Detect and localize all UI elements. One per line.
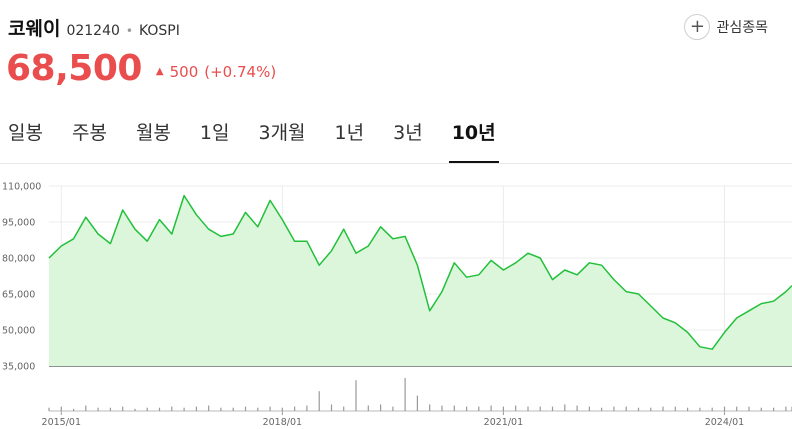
volume-bar — [183, 407, 185, 411]
volume-bar — [576, 405, 578, 411]
volume-bar — [674, 406, 676, 411]
volume-bar — [306, 405, 308, 411]
volume-bar — [527, 406, 529, 411]
volume-bar — [257, 407, 259, 411]
x-tick-label: 2024/01 — [705, 417, 744, 428]
add-watchlist-button[interactable]: + 관심종목 — [684, 14, 768, 40]
volume-bar — [48, 407, 50, 411]
volume-bar — [60, 406, 62, 411]
volume-bar — [637, 407, 640, 411]
volume-bar — [564, 404, 566, 411]
volume-bar — [650, 407, 652, 411]
tab-3year[interactable]: 3년 — [393, 122, 423, 144]
volume-bar — [85, 405, 87, 411]
volume-bar — [687, 407, 689, 411]
change-percent: (+0.74%) — [204, 62, 277, 81]
tab-daily[interactable]: 일봉 — [8, 122, 43, 144]
change-amount: 500 — [169, 62, 199, 81]
volume-bar — [515, 405, 517, 411]
y-tick-label: 80,000 — [2, 254, 35, 265]
volume-bar — [625, 406, 627, 411]
volume-bar — [662, 406, 664, 411]
separator-dot: • — [125, 24, 133, 38]
tab-10year[interactable]: 10년 — [448, 108, 499, 163]
volume-bar — [723, 406, 726, 411]
tabs-divider — [0, 163, 792, 164]
volume-bar — [330, 404, 333, 411]
price-chart: 110,000 95,000 80,000 65,000 50,000 35,000 201… — [2, 182, 792, 428]
volume-bar — [208, 405, 210, 411]
volume-bar — [367, 405, 369, 411]
volume-bar — [171, 406, 173, 411]
x-tick-label: 2015/01 — [42, 417, 81, 428]
volume-bar — [380, 404, 382, 411]
volume-bar — [195, 406, 197, 411]
volume-bar — [294, 406, 296, 411]
volume-bar — [97, 407, 99, 411]
volume-bar — [429, 404, 431, 411]
volume-bar — [134, 408, 136, 411]
current-price: 68,500 — [6, 48, 142, 89]
volume-bar — [588, 406, 590, 411]
volume-bar — [441, 405, 443, 411]
volume-bar — [478, 406, 480, 411]
y-tick-label: 65,000 — [2, 290, 35, 301]
volume-bar — [404, 378, 406, 411]
volume-bar — [318, 391, 320, 411]
volume-bar — [73, 408, 75, 411]
volume-bar — [490, 405, 492, 411]
volume-bar — [502, 406, 504, 411]
volume-bar — [392, 406, 394, 411]
volume-bar — [785, 406, 787, 411]
volume-bar — [220, 407, 222, 411]
volume-bar — [601, 407, 603, 411]
volume-bar — [551, 406, 554, 411]
volume-bar — [760, 407, 762, 411]
y-tick-label: 110,000 — [2, 182, 41, 193]
volume-bar — [453, 405, 455, 411]
volume-bar — [711, 407, 713, 411]
volume-bar — [269, 406, 271, 411]
price-change: ▲ 500 (+0.74%) — [156, 63, 276, 81]
volume-bar — [773, 407, 775, 411]
volume-bar — [158, 407, 161, 411]
tab-weekly[interactable]: 주봉 — [71, 122, 107, 144]
volume-bar — [244, 406, 247, 411]
price-area — [49, 195, 792, 366]
tab-1year[interactable]: 1년 — [334, 122, 365, 144]
volume-bar — [613, 406, 615, 411]
volume-bar — [281, 407, 283, 411]
volume-bar — [122, 406, 124, 411]
stock-code: 021240 — [66, 23, 120, 39]
market-label: KOSPI — [138, 23, 180, 39]
price-line — [48, 194, 792, 350]
y-tick-label: 50,000 — [2, 326, 35, 337]
volume-bar — [109, 407, 111, 411]
tab-1day[interactable]: 1일 — [199, 122, 230, 144]
stock-name: 코웨이 — [8, 18, 61, 40]
x-tick-label: 2021/01 — [484, 417, 523, 428]
y-tick-label: 35,000 — [2, 362, 35, 373]
volume-bar — [466, 406, 468, 411]
x-tick-label: 2018/01 — [263, 417, 302, 428]
stock-header: 코웨이 021240 • KOSPI — [8, 14, 180, 40]
period-tabs: 일봉 주봉 월봉 1일 3개월 1년 3년 10년 — [8, 108, 525, 163]
volume-bar — [736, 406, 738, 411]
volume-bar — [748, 406, 750, 411]
tab-3month[interactable]: 3개월 — [258, 122, 306, 144]
volume-bar — [355, 380, 357, 411]
volume-bar — [232, 407, 234, 411]
volume-bar — [416, 395, 418, 411]
volume-bar — [699, 407, 701, 411]
up-arrow-icon: ▲ — [155, 66, 164, 77]
price-row: 68,500 ▲ 500 (+0.74%) — [6, 48, 276, 89]
volume-bar — [539, 406, 541, 411]
watchlist-label: 관심종목 — [716, 20, 768, 36]
tab-monthly[interactable]: 월봉 — [135, 122, 171, 144]
y-tick-label: 95,000 — [2, 218, 35, 229]
plus-icon: + — [684, 14, 711, 40]
volume-bar — [343, 406, 345, 411]
volume-bar — [146, 407, 148, 411]
